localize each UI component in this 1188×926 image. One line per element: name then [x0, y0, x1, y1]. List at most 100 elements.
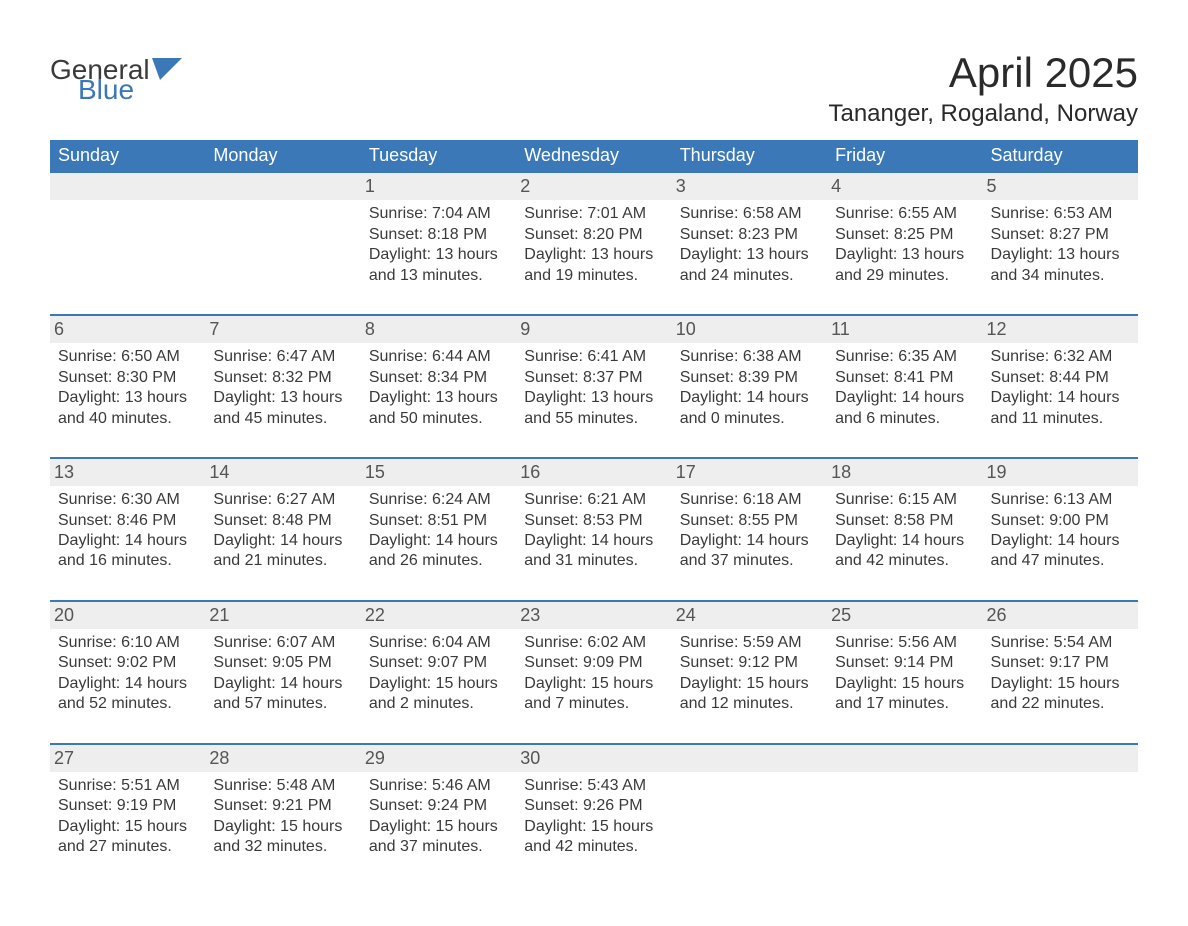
day-sunset: Sunset: 8:34 PM [369, 368, 508, 388]
day-daylight1: Daylight: 13 hours [369, 388, 508, 408]
brand-word-2: Blue [78, 76, 182, 104]
day-daylight2: and 45 minutes. [213, 409, 352, 429]
weekday-head: Tuesday [361, 140, 516, 172]
day-details: Sunrise: 6:47 AMSunset: 8:32 PMDaylight:… [213, 347, 352, 429]
day-sunset: Sunset: 8:39 PM [680, 368, 819, 388]
day-number: 15 [361, 459, 516, 486]
day-daylight1: Daylight: 14 hours [58, 674, 197, 694]
weekday-head: Monday [205, 140, 360, 172]
page-title: April 2025 [828, 50, 1138, 96]
calendar-day-cell: 17Sunrise: 6:18 AMSunset: 8:55 PMDayligh… [672, 458, 827, 601]
day-daylight2: and 55 minutes. [524, 409, 663, 429]
day-sunrise: Sunrise: 6:53 AM [991, 204, 1130, 224]
day-number: 30 [516, 745, 671, 772]
day-number: 26 [983, 602, 1138, 629]
day-daylight1: Daylight: 15 hours [369, 674, 508, 694]
day-daylight1: Daylight: 14 hours [680, 388, 819, 408]
day-daylight2: and 6 minutes. [835, 409, 974, 429]
day-details: Sunrise: 6:35 AMSunset: 8:41 PMDaylight:… [835, 347, 974, 429]
day-sunset: Sunset: 8:37 PM [524, 368, 663, 388]
calendar-day-cell: 5Sunrise: 6:53 AMSunset: 8:27 PMDaylight… [983, 172, 1138, 315]
calendar-day-cell: 20Sunrise: 6:10 AMSunset: 9:02 PMDayligh… [50, 601, 205, 744]
day-number: 4 [827, 173, 982, 200]
day-sunset: Sunset: 8:48 PM [213, 511, 352, 531]
day-number: 29 [361, 745, 516, 772]
day-sunrise: Sunrise: 7:01 AM [524, 204, 663, 224]
day-number [205, 173, 360, 200]
day-details: Sunrise: 6:18 AMSunset: 8:55 PMDaylight:… [680, 490, 819, 572]
day-sunrise: Sunrise: 6:32 AM [991, 347, 1130, 367]
day-sunset: Sunset: 9:05 PM [213, 653, 352, 673]
day-daylight2: and 47 minutes. [991, 551, 1130, 571]
day-sunrise: Sunrise: 6:21 AM [524, 490, 663, 510]
location-subtitle: Tananger, Rogaland, Norway [828, 100, 1138, 128]
day-sunrise: Sunrise: 6:24 AM [369, 490, 508, 510]
day-number: 3 [672, 173, 827, 200]
calendar-day-cell: 9Sunrise: 6:41 AMSunset: 8:37 PMDaylight… [516, 315, 671, 458]
day-sunset: Sunset: 8:58 PM [835, 511, 974, 531]
day-daylight1: Daylight: 14 hours [680, 531, 819, 551]
day-number: 21 [205, 602, 360, 629]
day-sunset: Sunset: 8:44 PM [991, 368, 1130, 388]
day-daylight1: Daylight: 13 hours [58, 388, 197, 408]
day-sunset: Sunset: 9:17 PM [991, 653, 1130, 673]
day-sunset: Sunset: 8:18 PM [369, 225, 508, 245]
day-number: 16 [516, 459, 671, 486]
day-daylight2: and 50 minutes. [369, 409, 508, 429]
day-number: 20 [50, 602, 205, 629]
day-sunset: Sunset: 9:12 PM [680, 653, 819, 673]
day-daylight2: and 12 minutes. [680, 694, 819, 714]
day-sunrise: Sunrise: 5:46 AM [369, 776, 508, 796]
day-details: Sunrise: 5:48 AMSunset: 9:21 PMDaylight:… [213, 776, 352, 858]
day-daylight2: and 16 minutes. [58, 551, 197, 571]
day-sunrise: Sunrise: 6:15 AM [835, 490, 974, 510]
calendar-day-cell: 1Sunrise: 7:04 AMSunset: 8:18 PMDaylight… [361, 172, 516, 315]
day-sunrise: Sunrise: 6:27 AM [213, 490, 352, 510]
day-daylight2: and 26 minutes. [369, 551, 508, 571]
day-sunset: Sunset: 9:00 PM [991, 511, 1130, 531]
day-daylight1: Daylight: 14 hours [213, 674, 352, 694]
day-number: 2 [516, 173, 671, 200]
day-daylight1: Daylight: 15 hours [369, 817, 508, 837]
day-sunrise: Sunrise: 5:54 AM [991, 633, 1130, 653]
day-sunrise: Sunrise: 6:50 AM [58, 347, 197, 367]
day-sunrise: Sunrise: 6:55 AM [835, 204, 974, 224]
calendar-page: General Blue April 2025 Tananger, Rogala… [0, 0, 1188, 926]
day-details: Sunrise: 6:07 AMSunset: 9:05 PMDaylight:… [213, 633, 352, 715]
calendar-week-row: 6Sunrise: 6:50 AMSunset: 8:30 PMDaylight… [50, 315, 1138, 458]
day-sunrise: Sunrise: 6:10 AM [58, 633, 197, 653]
day-daylight1: Daylight: 14 hours [213, 531, 352, 551]
day-sunrise: Sunrise: 6:30 AM [58, 490, 197, 510]
day-sunrise: Sunrise: 6:38 AM [680, 347, 819, 367]
day-daylight2: and 42 minutes. [524, 837, 663, 857]
calendar-day-cell: 2Sunrise: 7:01 AMSunset: 8:20 PMDaylight… [516, 172, 671, 315]
day-number [983, 745, 1138, 772]
day-daylight2: and 17 minutes. [835, 694, 974, 714]
day-details: Sunrise: 6:58 AMSunset: 8:23 PMDaylight:… [680, 204, 819, 286]
calendar-day-cell [983, 744, 1138, 886]
calendar-day-cell: 4Sunrise: 6:55 AMSunset: 8:25 PMDaylight… [827, 172, 982, 315]
calendar-day-cell: 30Sunrise: 5:43 AMSunset: 9:26 PMDayligh… [516, 744, 671, 886]
weekday-head: Sunday [50, 140, 205, 172]
day-sunrise: Sunrise: 6:47 AM [213, 347, 352, 367]
day-sunset: Sunset: 8:20 PM [524, 225, 663, 245]
weekday-head: Thursday [672, 140, 827, 172]
calendar-day-cell [827, 744, 982, 886]
day-number: 23 [516, 602, 671, 629]
day-sunrise: Sunrise: 5:59 AM [680, 633, 819, 653]
day-daylight2: and 31 minutes. [524, 551, 663, 571]
day-number: 25 [827, 602, 982, 629]
day-daylight1: Daylight: 13 hours [680, 245, 819, 265]
day-number: 28 [205, 745, 360, 772]
day-daylight1: Daylight: 13 hours [835, 245, 974, 265]
day-daylight2: and 22 minutes. [991, 694, 1130, 714]
day-number: 14 [205, 459, 360, 486]
day-daylight2: and 2 minutes. [369, 694, 508, 714]
calendar-day-cell: 29Sunrise: 5:46 AMSunset: 9:24 PMDayligh… [361, 744, 516, 886]
calendar-day-cell [672, 744, 827, 886]
calendar-day-cell: 11Sunrise: 6:35 AMSunset: 8:41 PMDayligh… [827, 315, 982, 458]
calendar-day-cell: 18Sunrise: 6:15 AMSunset: 8:58 PMDayligh… [827, 458, 982, 601]
day-daylight2: and 32 minutes. [213, 837, 352, 857]
day-sunset: Sunset: 9:07 PM [369, 653, 508, 673]
day-sunset: Sunset: 9:26 PM [524, 796, 663, 816]
